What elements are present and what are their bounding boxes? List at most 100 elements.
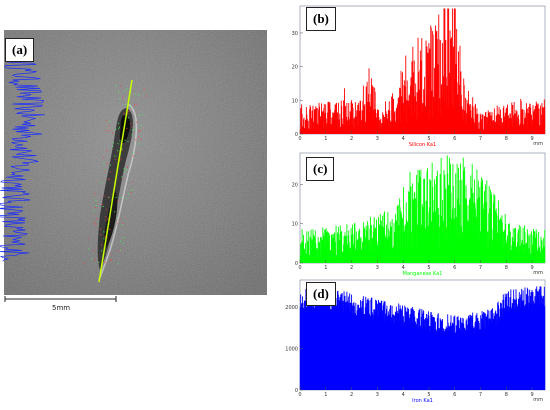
sem-element-dot (129, 105, 132, 107)
sem-element-dot (103, 195, 105, 197)
x-tick-label: 0 (298, 136, 301, 142)
sem-element-dot (106, 162, 108, 164)
x-tick-label: 6 (453, 265, 456, 271)
scan-line (98, 79, 133, 283)
sem-element-dot (119, 218, 121, 221)
y-tick-label: 10 (292, 222, 298, 228)
sem-element-dot (128, 110, 130, 112)
y-tick-label: 10 (292, 98, 298, 104)
x-tick-label: 2 (350, 136, 353, 142)
sem-element-dot (127, 193, 129, 195)
y-tick-label: 0 (295, 261, 298, 267)
sem-element-dot (117, 91, 119, 93)
sem-element-dot (131, 129, 133, 131)
sem-element-dot (123, 113, 125, 115)
x-unit-label: mm (533, 270, 543, 276)
sem-element-dot (98, 261, 100, 263)
sem-element-dot (106, 150, 108, 152)
sem-element-dot (104, 236, 106, 238)
x-axis-title: Silicon Ka1 (409, 142, 436, 148)
sem-element-dot (122, 97, 124, 99)
x-tick-label: 3 (376, 136, 379, 142)
sem-grain (4, 30, 267, 295)
sem-element-dot (117, 200, 119, 202)
sem-element-dot (120, 85, 122, 87)
x-tick-label: 6 (453, 136, 456, 142)
sem-element-dot (138, 130, 140, 132)
y-tick-label: 20 (292, 182, 298, 188)
sem-element-dot (141, 113, 143, 115)
sem-element-dot (107, 196, 109, 198)
sem-element-dot (120, 158, 122, 160)
sem-element-dot (109, 120, 111, 122)
x-tick-label: 8 (505, 265, 508, 271)
sem-element-dot (102, 205, 104, 208)
x-tick-label: 4 (402, 392, 405, 398)
sem-element-dot (143, 89, 145, 91)
sem-element-dot (146, 95, 148, 97)
y-tick-label: 2000 (285, 305, 298, 311)
sem-element-dot (105, 130, 107, 132)
x-tick-label: 2 (350, 392, 353, 398)
sem-element-dot (119, 240, 122, 242)
sem-element-dot (132, 181, 134, 183)
sem-element-dot (124, 103, 126, 106)
x-tick-label: 1 (324, 392, 327, 398)
sem-element-dot (127, 166, 129, 168)
x-unit-label: mm (533, 397, 543, 403)
sem-element-dot (93, 250, 95, 252)
x-axis-title: Manganese Ka1 (403, 271, 443, 277)
x-tick-label: 3 (376, 392, 379, 398)
sem-element-dot (115, 84, 117, 87)
sem-element-dot (121, 149, 123, 151)
panel-label-c: (c) (306, 157, 335, 181)
chart-d: 0 1000 2000 0 1 2 3 4 5 6 7 8 9mm Iron Ka1 (285, 279, 546, 404)
x-tick-label: 9 (531, 136, 534, 142)
sem-element-dot (117, 250, 119, 252)
sem-element-dot (94, 222, 96, 224)
sem-element-dot (135, 103, 137, 105)
sem-element-dot (105, 120, 108, 122)
sem-element-dot (103, 156, 105, 158)
sem-element-dot (106, 209, 108, 211)
sem-element-dot (131, 134, 133, 136)
sem-defect-rim (98, 103, 138, 281)
sem-element-dot (107, 218, 109, 220)
sem-element-dot (130, 122, 132, 125)
sem-element-dot (101, 203, 104, 205)
sem-element-dot (131, 189, 133, 191)
sem-element-dot (105, 216, 107, 218)
chart-c: 0 10 20 0 1 2 3 4 5 6 7 8 9mm Manganese Ka1 (292, 152, 546, 277)
x-tick-label: 8 (505, 392, 508, 398)
sem-element-dot (105, 219, 107, 221)
sem-element-dot (134, 93, 136, 95)
x-tick-label: 9 (531, 265, 534, 271)
sem-element-dot (126, 127, 128, 129)
sem-element-dot (109, 164, 111, 166)
sem-element-dot (103, 162, 105, 164)
sem-element-dot (83, 262, 85, 265)
sem-element-dot (138, 114, 140, 116)
sem-element-dot (88, 248, 90, 250)
sem-element-dot (103, 231, 105, 233)
chart-b: 0 10 20 30 0 1 2 3 4 5 6 7 8 9mm Silicon Ka1 (292, 5, 546, 148)
sem-element-dot (119, 140, 121, 142)
sem-element-dot (138, 94, 140, 96)
panel-label-d: (d) (306, 282, 336, 306)
sem-element-dot (117, 122, 120, 124)
x-tick-label: 0 (298, 265, 301, 271)
x-tick-label: 1 (324, 265, 327, 271)
sem-element-dot (121, 224, 124, 226)
sem-element-dot (138, 143, 140, 145)
sem-element-dot (120, 249, 122, 251)
sem-element-dot (101, 244, 103, 246)
y-tick-label: 0 (295, 132, 298, 138)
sem-element-dot (127, 117, 129, 119)
sem-element-dot (115, 158, 117, 160)
sem-element-dot (132, 152, 134, 154)
sem-element-dot (114, 155, 116, 157)
sem-element-dot (95, 205, 97, 207)
sem-element-dot (100, 182, 102, 184)
x-axis-title: Iron Ka1 (412, 398, 433, 404)
